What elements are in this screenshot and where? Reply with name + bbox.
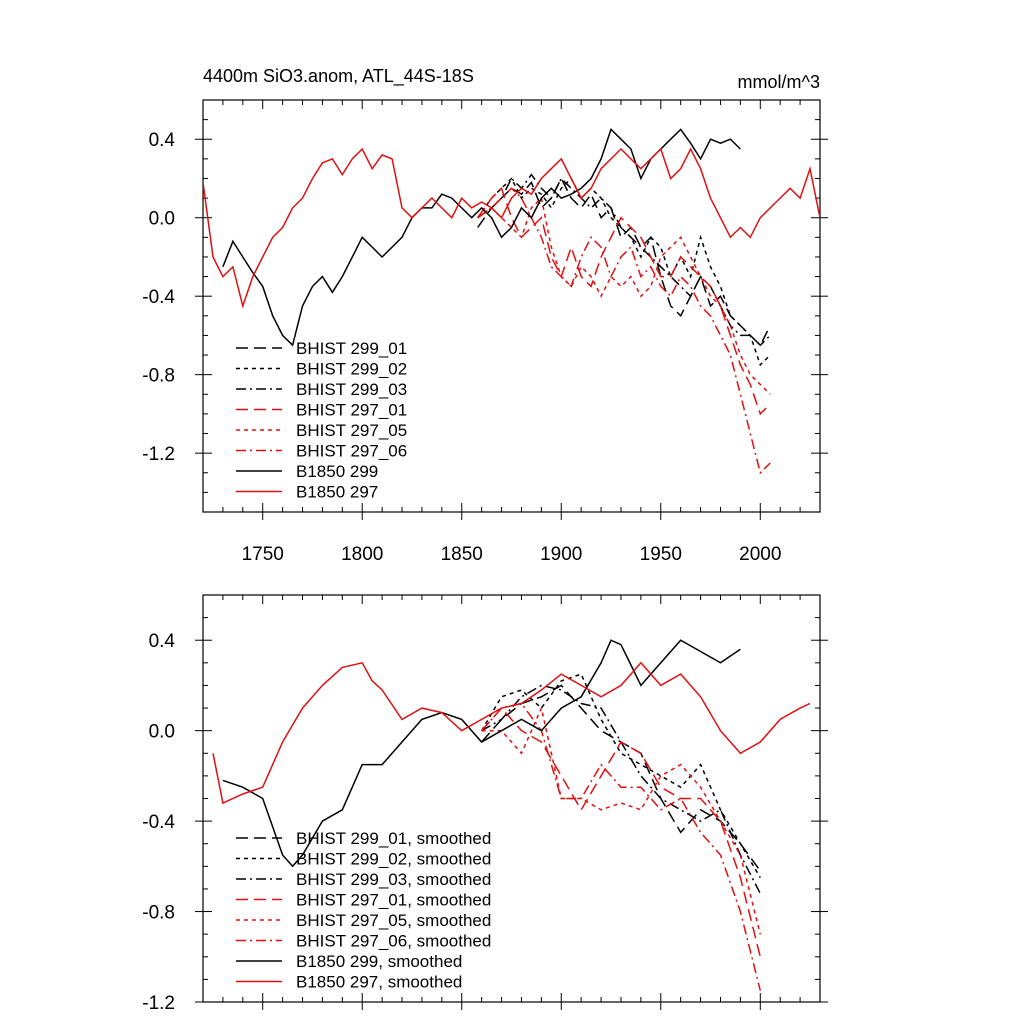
bottom-series-line-7 [212,661,811,805]
bottom-series-line-1 [480,673,761,878]
bottom-y-tick-label: 0.4 [149,631,176,652]
bottom-y-tick-label: -0.8 [142,903,175,924]
bottom-y-tick-label: -0.4 [142,812,175,833]
top-chart-units: mmol/m^3 [738,72,820,92]
bottom-legend-label: BHIST 297_05, smoothed [296,911,491,930]
top-legend-label: B1850 297 [296,483,378,502]
bottom-series-line-2 [481,684,761,894]
top-y-tick-label: 0.4 [149,130,176,151]
top-x-tick-label: 1900 [540,544,582,565]
top-legend-label: BHIST 297_01 [296,401,407,420]
top-series-line-6 [222,128,741,347]
top-y-tick-label: -0.8 [142,366,175,387]
top-series-line-0 [477,176,771,347]
top-series-line-3 [477,186,771,416]
bottom-legend-label: BHIST 299_02, smoothed [296,850,491,869]
top-legend-label: B1850 299 [296,462,378,481]
top-plot-frame [202,99,821,513]
bottom-y-tick-label: -1.2 [142,993,175,1014]
top-x-tick-label: 1950 [640,544,682,565]
top-series-line-1 [477,177,771,367]
bottom-legend-label: BHIST 297_06, smoothed [296,932,491,951]
bottom-series-group [212,639,811,991]
bottom-series-line-0 [481,684,761,872]
bottom-series-line-5 [481,702,762,991]
top-x-tick-label: 1750 [242,544,284,565]
top-y-tick-label: 0.0 [149,209,175,230]
top-legend-label: BHIST 297_06 [296,442,407,461]
top-x-tick-label: 1850 [441,544,483,565]
top-legend-label: BHIST 297_05 [296,421,407,440]
bottom-y-tick-label: 0.0 [149,722,175,743]
bottom-legend-label: BHIST 297_01, smoothed [296,891,491,910]
bottom-legend-label: B1850 297, smoothed [296,973,462,992]
bottom-legend-label: BHIST 299_01, smoothed [296,829,491,848]
top-series-line-4 [477,196,771,395]
bottom-legend-label: BHIST 299_03, smoothed [296,870,491,889]
bottom-legend: BHIST 299_01, smoothed BHIST 299_02, smoo… [236,829,491,992]
top-series-group [203,128,820,475]
bottom-chart-panel: 0.4 0.0 -0.4 -0.8 -1.2 BHIST 299_01, smoothed… [142,594,828,1014]
top-x-tick-label: 1800 [341,544,383,565]
bottom-series-line-3 [481,706,762,957]
bottom-legend-label: B1850 299, smoothed [296,952,462,971]
top-y-tick-label: -1.2 [142,444,175,465]
bottom-series-line-4 [481,705,762,935]
top-legend-label: BHIST 299_03 [296,380,407,399]
top-series-line-5 [477,187,771,475]
bottom-series-line-6 [222,639,741,868]
top-series-line-7 [203,147,820,309]
top-series-line-2 [477,173,771,347]
top-chart-title: 4400m SiO3.anom, ATL_44S-18S [203,66,474,87]
top-legend-label: BHIST 299_01 [296,339,407,358]
top-legend-label: BHIST 299_02 [296,360,407,379]
top-y-tick-label: -0.4 [142,287,175,308]
top-x-tick-label: 2000 [739,544,781,565]
top-chart-panel: 1750 1800 1850 1900 1950 2000 0.4 0.0 -0.4 -0.8 -1… [142,99,828,565]
